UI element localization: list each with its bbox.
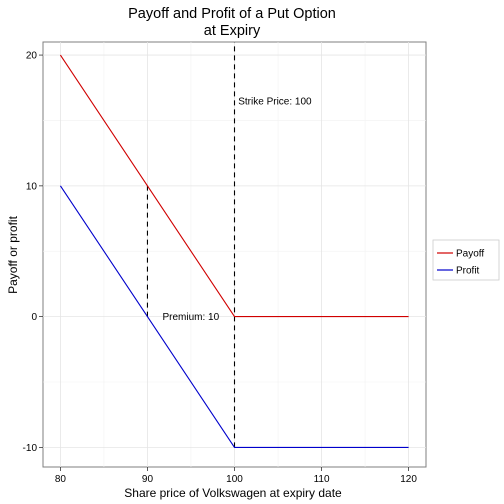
chart-title-line-2: at Expiry xyxy=(204,23,261,39)
x-tick-label: 100 xyxy=(226,474,243,485)
y-tick-label: 20 xyxy=(26,51,38,62)
y-tick-label: 0 xyxy=(31,312,37,323)
chart-title-line-1: Payoff and Profit of a Put Option xyxy=(128,6,336,22)
x-tick-label: 110 xyxy=(314,474,330,485)
annotation-label: Premium: 10 xyxy=(163,312,220,323)
y-tick-label: 10 xyxy=(26,181,38,192)
legend-label-payoff: Payoff xyxy=(456,249,484,260)
x-tick-label: 120 xyxy=(400,474,417,485)
legend: Payoff Profit xyxy=(433,240,499,280)
y-axis-title: Payoff or profit xyxy=(6,215,20,293)
y-tick-label: -10 xyxy=(23,443,38,454)
legend-label-profit: Profit xyxy=(456,266,480,277)
annotation-label: Strike Price: 100 xyxy=(238,96,312,107)
x-tick-label: 80 xyxy=(55,474,67,485)
x-tick-label: 90 xyxy=(142,474,154,485)
x-axis-title: Share price of Volkswagen at expiry date xyxy=(124,486,342,500)
